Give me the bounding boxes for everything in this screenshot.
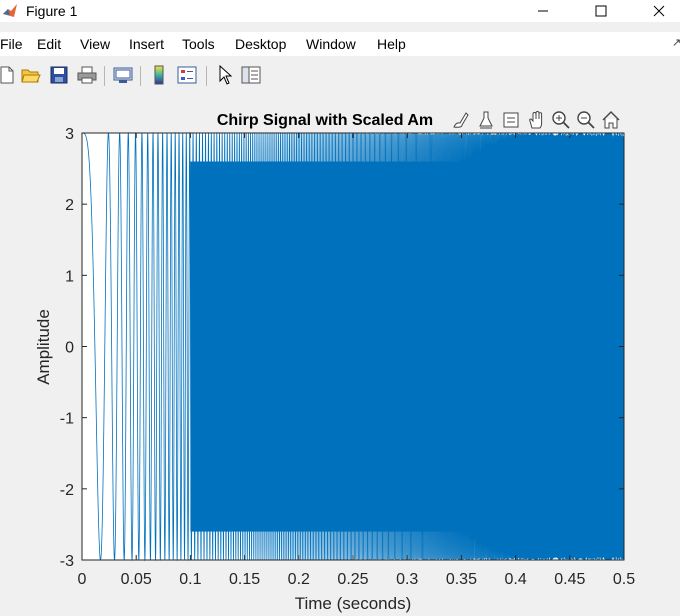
- insert-legend-button[interactable]: [176, 64, 198, 86]
- zoom-out-icon: [576, 111, 595, 129]
- restore-view-button[interactable]: [498, 108, 523, 132]
- print-button[interactable]: [76, 64, 98, 86]
- toolbar-separator: [104, 66, 105, 86]
- x-axis-label: Time (seconds): [295, 594, 412, 613]
- x-tick-label: 0.4: [504, 571, 526, 588]
- toolbar-separator: [140, 66, 141, 86]
- save-button[interactable]: [48, 64, 70, 86]
- x-tick-label: 0.1: [179, 571, 201, 588]
- dock-pin-icon[interactable]: ↗: [672, 37, 680, 49]
- zoom-in-icon: [551, 111, 570, 129]
- x-tick-label: 0.2: [288, 571, 310, 588]
- chart-title: Chirp Signal with Scaled Am: [217, 112, 433, 129]
- maximize-icon: [595, 5, 607, 17]
- zoom-out-button[interactable]: [573, 108, 598, 132]
- brush-icon: [452, 112, 469, 128]
- new-figure-button[interactable]: [0, 64, 18, 86]
- menu-tools[interactable]: Tools: [182, 36, 215, 52]
- y-tick-label: 3: [65, 126, 74, 143]
- matlab-logo-icon: [3, 4, 17, 17]
- print-icon: [77, 66, 97, 84]
- menu-bar: File Edit View Insert Tools Desktop Wind…: [0, 32, 680, 56]
- insert-legend-icon: [177, 66, 197, 84]
- home-icon: [602, 111, 619, 129]
- window-titlebar: Figure 1: [0, 0, 680, 22]
- x-tick-label: 0.25: [337, 571, 368, 588]
- maximize-button[interactable]: [578, 0, 624, 22]
- save-icon: [50, 66, 68, 84]
- brush-button[interactable]: [448, 108, 473, 132]
- open-file-button[interactable]: [20, 64, 42, 86]
- y-tick-label: -1: [60, 411, 74, 428]
- menu-insert[interactable]: Insert: [129, 36, 165, 52]
- insert-colorbar-icon: [154, 65, 164, 85]
- home-button[interactable]: [598, 108, 623, 132]
- new-figure-icon: [0, 66, 14, 84]
- chirp-signal-envelope: [190, 161, 624, 532]
- property-inspector-icon: [241, 66, 261, 84]
- x-axis: 0 0.05 0.1 0.15 0.2 0.25 0.3 0.35 0.4 0.45 0.5: [78, 133, 635, 588]
- menu-file[interactable]: File: [0, 36, 23, 52]
- y-axis-label: Amplitude: [34, 309, 53, 385]
- menu-view[interactable]: View: [80, 36, 111, 52]
- y-tick-label: -2: [60, 482, 74, 499]
- x-tick-label: 0.15: [229, 571, 260, 588]
- figure-toolbar: [0, 60, 680, 92]
- y-axis: 3 2 1 0 -1 -2 -3: [60, 126, 624, 570]
- link-plot-icon: [113, 67, 133, 83]
- y-tick-label: -3: [60, 553, 74, 570]
- zoom-in-button[interactable]: [548, 108, 573, 132]
- edit-plot-button[interactable]: [214, 64, 236, 86]
- edit-plot-icon: [219, 65, 233, 85]
- close-button[interactable]: [636, 0, 680, 22]
- pan-icon: [528, 110, 542, 129]
- x-tick-label: 0.45: [554, 571, 585, 588]
- menu-desktop[interactable]: Desktop: [235, 36, 287, 52]
- pan-button[interactable]: [523, 108, 548, 132]
- insert-colorbar-button[interactable]: [148, 64, 170, 86]
- toolbar-separator: [206, 66, 207, 86]
- data-tips-button[interactable]: [473, 108, 498, 132]
- axes-toolbar: [448, 108, 623, 132]
- y-tick-label: 2: [65, 197, 74, 214]
- minimize-button[interactable]: [520, 0, 566, 22]
- restore-view-icon: [503, 112, 518, 128]
- signal-series-layer: [82, 131, 625, 562]
- menu-help[interactable]: Help: [377, 36, 406, 52]
- x-tick-label: 0: [78, 571, 87, 588]
- x-tick-label: 0.05: [121, 571, 152, 588]
- link-plot-button[interactable]: [112, 64, 134, 86]
- y-tick-label: 0: [65, 340, 74, 357]
- window-title: Figure 1: [26, 3, 78, 19]
- minimize-icon: [538, 10, 548, 12]
- menu-edit[interactable]: Edit: [37, 36, 62, 52]
- open-file-icon: [21, 69, 41, 83]
- menu-window[interactable]: Window: [306, 36, 356, 52]
- x-tick-label: 0.5: [613, 571, 635, 588]
- close-icon: [653, 5, 665, 17]
- x-tick-label: 0.35: [446, 571, 477, 588]
- y-tick-label: 1: [65, 268, 74, 285]
- x-tick-label: 0.3: [396, 571, 418, 588]
- property-inspector-button[interactable]: [240, 64, 262, 86]
- data-tips-icon: [478, 111, 493, 129]
